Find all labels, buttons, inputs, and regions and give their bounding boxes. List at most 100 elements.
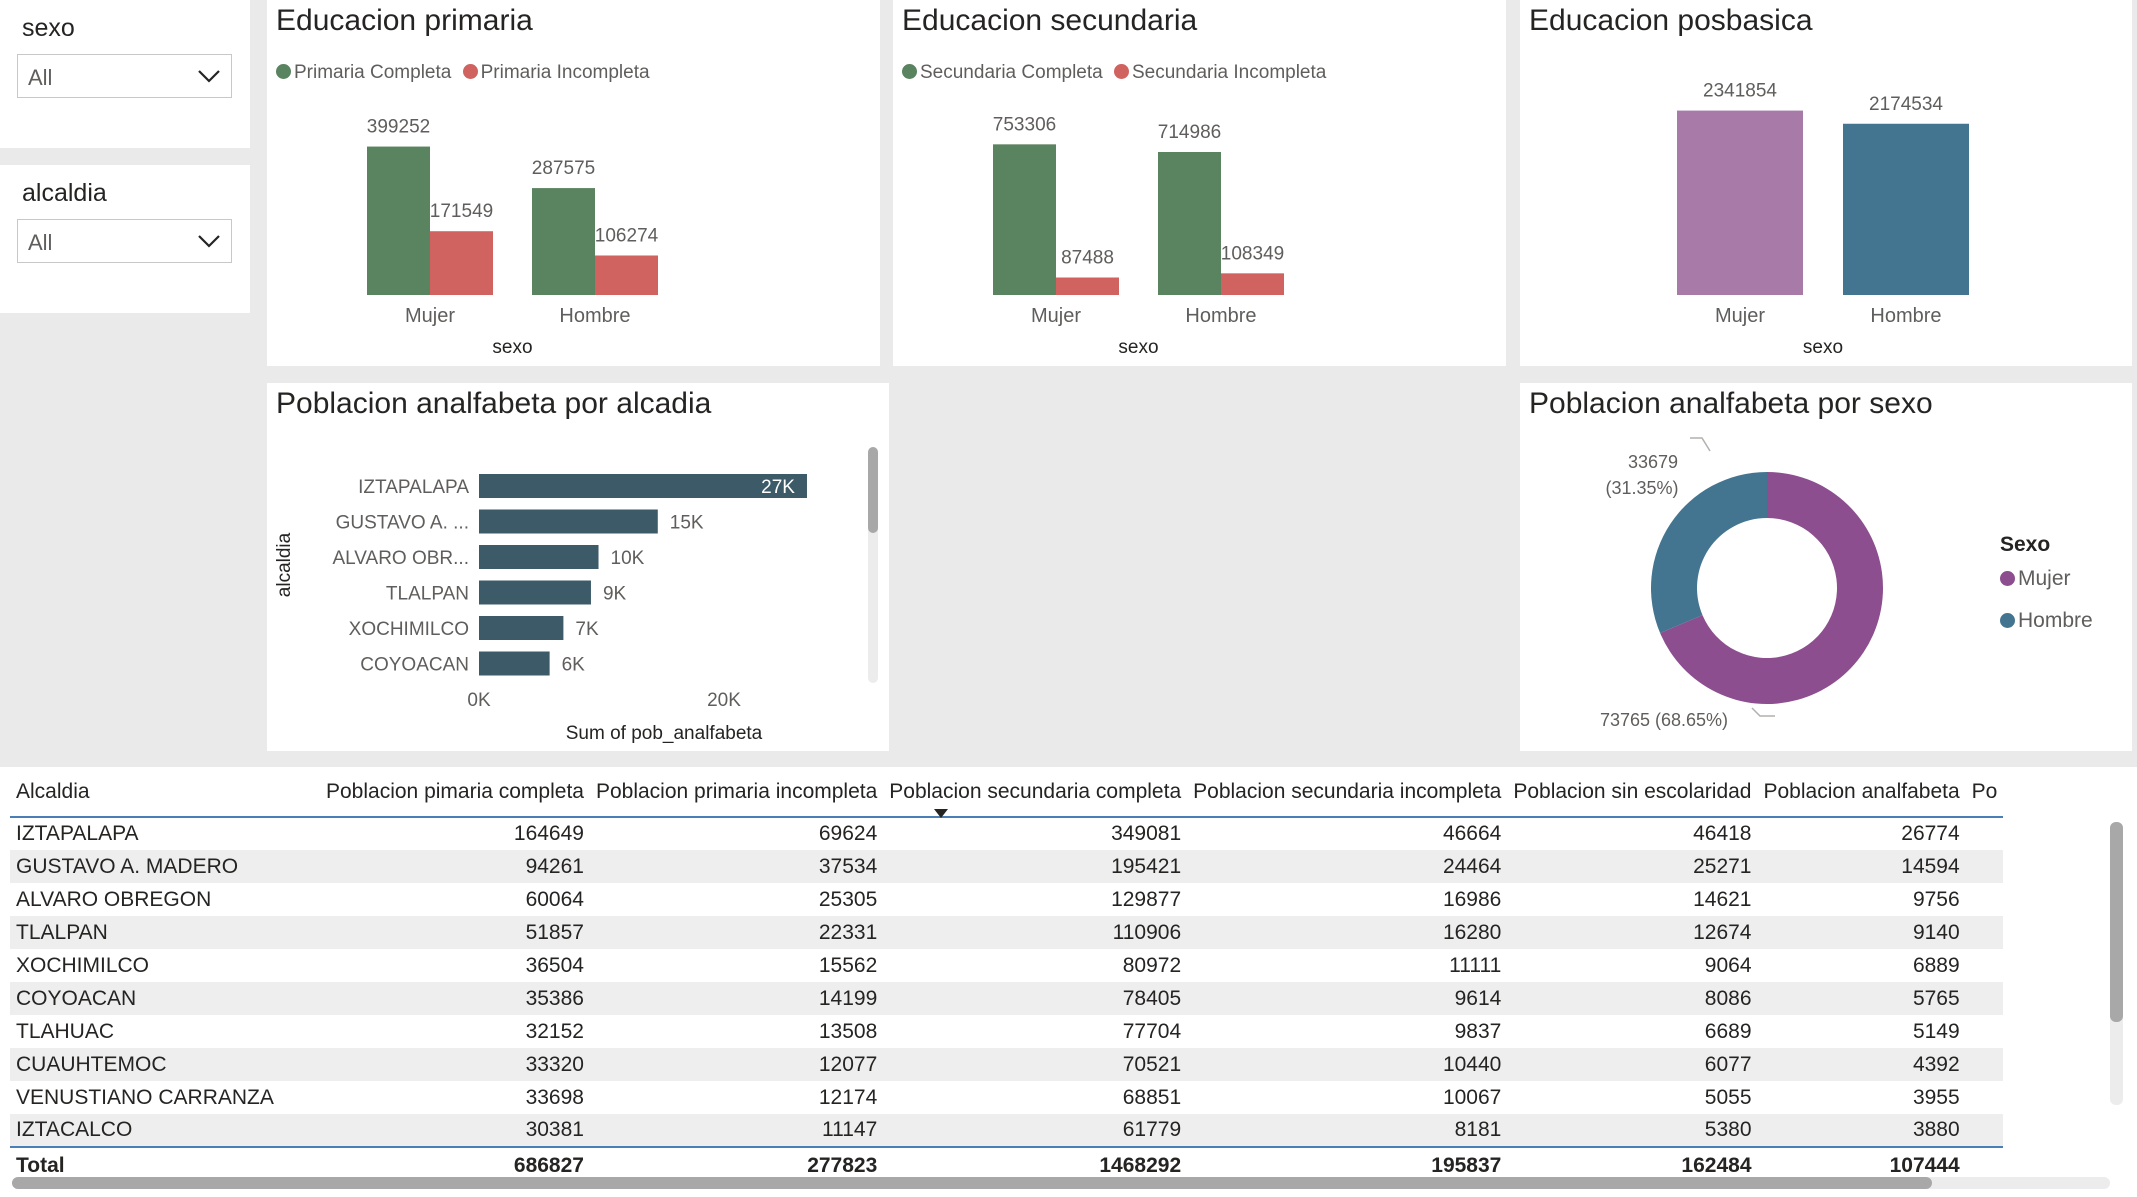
table-row[interactable]: ALVARO OBREGON 60064 25305 129877 16986 14621… [10, 883, 2003, 916]
donut-legend-title: Sexo [2000, 533, 2051, 556]
bar [1677, 110, 1803, 295]
table-cell: 24464 [1187, 850, 1508, 883]
table-cell [1966, 1015, 2004, 1048]
table-cell: 9837 [1454, 1019, 1502, 1043]
horizontal-scrollbar[interactable] [12, 1177, 2110, 1189]
table-row[interactable]: COYOACAN 35386 14199 78405 9614 8086 5765 [10, 982, 2004, 1015]
table-cell: 129877 [1111, 887, 1182, 911]
data-label: 287575 [532, 158, 595, 179]
table-cell: 80972 [1122, 953, 1182, 977]
column-header-analfabeta[interactable]: Poblacion analfabeta [1757, 767, 1966, 818]
column-header-primaria-completa[interactable]: Poblacion pimaria completa [320, 767, 590, 818]
table-row[interactable]: CUAUHTEMOC 33320 12077 70521 10440 6077 4392 [10, 1048, 2004, 1081]
secundaria-chart-title: Educacion secundaria [902, 4, 1198, 37]
column-header-secundaria-incompleta[interactable]: Poblacion secundaria incompleta [1187, 767, 1508, 818]
leader-line [1751, 707, 1775, 717]
column-header-sin-escolaridad[interactable]: Poblacion sin escolaridad [1507, 767, 1758, 818]
sexo-dropdown-value: All [28, 65, 53, 90]
alcaldia-slicer-title: alcaldia [22, 179, 107, 207]
legend-item[interactable]: Secundaria Completa [902, 62, 1103, 84]
table-cell: 164649 [513, 822, 584, 845]
table-row[interactable]: TLAHUAC 32152 13508 77704 9837 6689 5149 [10, 1015, 2003, 1048]
table-cell: 12674 [1507, 916, 1758, 949]
table-cell: 30381 [320, 1114, 590, 1147]
table-cell: 60064 [525, 887, 584, 911]
primaria-chart-panel: Educacion primaria Primaria Completa Pri… [267, 0, 880, 366]
table-cell: 110906 [883, 916, 1188, 949]
alcaldia-table-panel: Alcaldia Poblacion pimaria completa Pobl… [0, 767, 2137, 1197]
analfabeta-alcaldia-title: Poblacion analfabeta por alcadia [276, 387, 712, 420]
table-cell: 12174 [818, 1085, 878, 1109]
column-header-secundaria-completa[interactable]: Poblacion secundaria completa [883, 767, 1188, 818]
total-cell: 107444 [1757, 1146, 1966, 1183]
sexo-dropdown[interactable]: All [17, 54, 232, 98]
primaria-bar-chart: 399252 171549 Mujer 287575 106274 Hombre sexo [367, 117, 659, 358]
table-cell: XOCHIMILCO [16, 953, 150, 977]
table-cell: 5149 [1912, 1019, 1960, 1043]
table-cell: 5765 [1757, 982, 1966, 1015]
table-cell: IZTACALCO [10, 1114, 320, 1147]
table-cell: 78405 [883, 982, 1188, 1015]
table-cell: TLAHUAC [16, 1019, 115, 1043]
table-cell: 35386 [320, 982, 590, 1015]
table-row[interactable]: IZTACALCO 30381 11147 61779 8181 5380 3880 [10, 1114, 2004, 1147]
legend-item-mujer[interactable]: Mujer [2000, 567, 2093, 591]
legend-item-hombre[interactable]: Hombre [2000, 609, 2093, 633]
leader-line [1690, 437, 1711, 452]
vertical-scrollbar-thumb[interactable] [2110, 822, 2123, 1022]
table-header-row: Alcaldia Poblacion pimaria completa Pobl… [10, 767, 2004, 818]
table-cell: 349081 [1111, 822, 1182, 845]
table-cell: 12077 [589, 1048, 884, 1081]
legend-dot [2000, 613, 2015, 628]
table-cell: 70521 [883, 1048, 1188, 1081]
table-cell: 10440 [1187, 1048, 1508, 1081]
legend-dot [1114, 64, 1129, 79]
table-cell: 77704 [1122, 1019, 1182, 1043]
table-row[interactable]: XOCHIMILCO 36504 15562 80972 11111 9064 6889 [10, 949, 2003, 982]
bar [479, 509, 658, 534]
primaria-chart-title: Educacion primaria [276, 4, 533, 37]
bar [993, 144, 1056, 295]
primaria-legend: Primaria Completa Primaria Incompleta [276, 62, 656, 84]
analfabeta-alcaldia-bar-chart: IZTAPALAPA 27K GUSTAVO A. ... 15K ALVARO OBR… [274, 447, 878, 744]
legend-item[interactable]: Primaria Completa [276, 62, 451, 84]
horizontal-scrollbar-thumb[interactable] [12, 1177, 1932, 1189]
sort-descending-icon[interactable] [934, 809, 948, 818]
total-cell: 686827 [320, 1146, 590, 1183]
alcaldia-table: Alcaldia Poblacion pimaria completa Pobl… [10, 767, 2004, 1183]
table-cell: 10067 [1442, 1085, 1502, 1109]
legend-label: Secundaria Incompleta [1132, 62, 1327, 83]
data-label: 27K [761, 477, 795, 498]
table-row[interactable]: IZTAPALAPA 164649 69624 349081 46664 46418 267… [10, 817, 2003, 850]
vertical-scrollbar[interactable] [2110, 822, 2123, 1105]
y-tick-label: IZTAPALAPA [358, 477, 469, 498]
table-cell [1965, 982, 2004, 1015]
table-row[interactable]: GUSTAVO A. MADERO 94261 37534 195421 24464 25… [10, 850, 2004, 883]
bar [1843, 123, 1969, 295]
bar [479, 580, 591, 605]
legend-item[interactable]: Primaria Incompleta [462, 62, 650, 84]
table-cell: 33320 [320, 1048, 590, 1081]
table-cell: 4392 [1757, 1048, 1966, 1081]
total-cell: Total [10, 1146, 320, 1183]
chevron-down-icon [198, 235, 220, 248]
x-tick-label: Hombre [1870, 305, 1941, 327]
table-cell: 25305 [818, 887, 878, 911]
legend-item[interactable]: Secundaria Incompleta [1114, 62, 1326, 84]
legend-dot [276, 64, 291, 79]
bar [1221, 273, 1284, 295]
alcaldia-dropdown[interactable]: All [17, 219, 232, 263]
analfabeta-alcaldia-panel: Poblacion analfabeta por alcadia IZTAPAL… [267, 383, 889, 751]
column-header-truncated[interactable]: Po [1965, 767, 2004, 818]
table-cell: 16280 [1187, 916, 1508, 949]
table-row[interactable]: VENUSTIANO CARRANZA 33698 12174 68851 10067 5… [10, 1081, 2003, 1114]
bar [595, 255, 658, 295]
table-row[interactable]: TLALPAN 51857 22331 110906 16280 12674 9140 [10, 916, 2004, 949]
data-label: 6K [562, 655, 586, 676]
column-header-primaria-incompleta[interactable]: Poblacion primaria incompleta [589, 767, 884, 818]
table-cell: 195421 [883, 850, 1188, 883]
table-cell: 61779 [883, 1114, 1188, 1147]
table-cell [1966, 1081, 2004, 1114]
column-header-alcaldia[interactable]: Alcaldia [10, 767, 320, 818]
x-axis-title: sexo [1803, 337, 1843, 358]
